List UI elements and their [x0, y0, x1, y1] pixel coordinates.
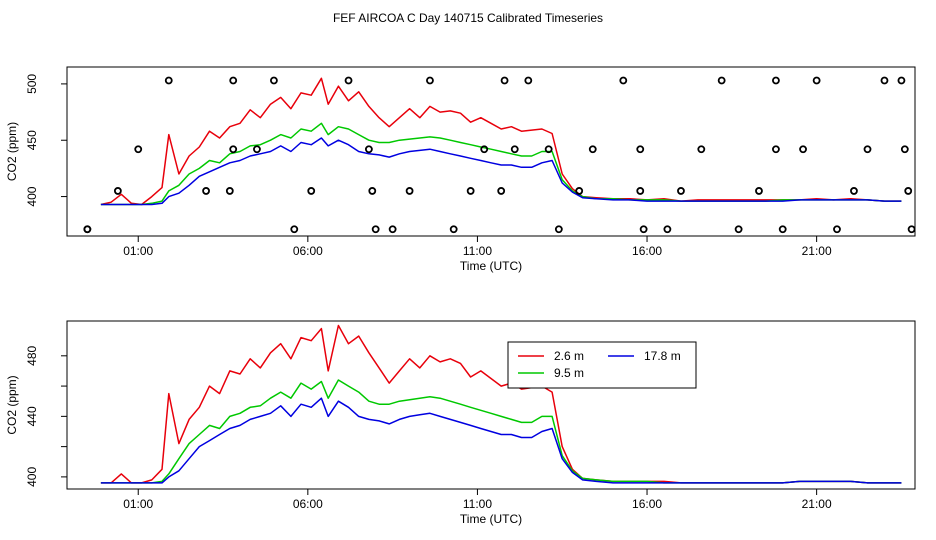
calibration-marker: [497, 187, 506, 195]
legend-label: 9.5 m: [554, 366, 584, 380]
calibration-marker: [575, 187, 584, 195]
figure-title: FEF AIRCOA C Day 140715 Calibrated Times…: [333, 11, 603, 25]
calibration-marker: [368, 187, 377, 195]
calibration-marker: [734, 225, 743, 234]
calibration-marker: [290, 225, 299, 234]
y-tick-label: 450: [25, 130, 39, 150]
x-tick-label: 11:00: [463, 497, 492, 511]
series-line-9-5-m: [100, 379, 902, 484]
calibration-marker: [554, 225, 563, 234]
calibration-marker: [897, 76, 906, 85]
calibration-marker: [405, 187, 414, 195]
calibration-marker: [880, 76, 889, 85]
panel-top: 01:00 06:00 11:00 16:00 21:00 400 450 500 Time (…: [5, 66, 916, 273]
calibration-marker: [229, 145, 238, 154]
calibration-marker: [83, 225, 92, 234]
calibration-marker: [677, 187, 685, 195]
calibration-marker: [164, 76, 173, 85]
calibration-marker: [225, 187, 234, 195]
y-tick-label: 500: [25, 74, 39, 94]
calibration-marker: [812, 76, 821, 85]
calibration-marker: [134, 145, 143, 154]
legend-label: 2.6 m: [554, 349, 584, 363]
y-tick-label: 480: [25, 345, 39, 365]
calibration-marker: [466, 187, 475, 195]
calibration-marker: [388, 225, 397, 234]
x-tick-label: 06:00: [293, 497, 323, 511]
calibration-marker: [588, 145, 597, 154]
legend-box: [507, 341, 697, 389]
y-axis-label: CO2 (ppm): [5, 122, 19, 181]
calibration-marker: [510, 145, 519, 154]
x-axis-label: Time (UTC): [460, 259, 522, 273]
x-axis-label: Time (UTC): [460, 512, 522, 526]
calibration-marker: [778, 225, 787, 234]
calibration-marker: [371, 225, 380, 234]
calibration-marker: [449, 225, 458, 234]
calibration-marker: [639, 225, 648, 234]
x-tick-label: 21:00: [802, 244, 832, 258]
calibration-marker: [113, 187, 122, 195]
calibration-marker: [772, 76, 780, 85]
calibration-marker: [717, 76, 726, 85]
y-tick-label: 400: [25, 467, 39, 487]
series-line-2-6-m: [100, 324, 902, 484]
x-tick-label: 06:00: [293, 244, 323, 258]
calibration-marker: [344, 76, 353, 85]
x-tick-label: 01:00: [123, 244, 153, 258]
y-tick-label: 400: [25, 186, 39, 206]
x-tick-label: 01:00: [123, 497, 153, 511]
calibration-marker: [755, 187, 763, 195]
calibration-marker: [202, 187, 210, 195]
calibration-marker: [697, 145, 706, 154]
x-tick-label: 11:00: [463, 244, 492, 258]
calibration-marker: [229, 76, 238, 85]
calibration-marker: [799, 145, 807, 154]
calibration-marker: [663, 225, 672, 234]
y-axis-label: CO2 (ppm): [5, 375, 19, 434]
calibration-marker: [907, 225, 916, 234]
calibration-marker: [307, 187, 316, 195]
series-line-2-6-m: [100, 77, 902, 206]
calibration-marker: [480, 145, 489, 154]
calibration-marker: [426, 76, 434, 85]
calibration-marker: [253, 145, 261, 154]
calibration-marker: [863, 145, 872, 154]
x-tick-label: 16:00: [632, 244, 662, 258]
calibration-marker: [364, 145, 373, 154]
panel-bottom: 01:00 06:00 11:00 16:00 21:00 400 440 480 Time (…: [5, 320, 916, 526]
y-tick-label: 440: [25, 406, 39, 426]
x-tick-label: 16:00: [632, 497, 662, 511]
legend-label: 17.8 m: [644, 349, 681, 363]
calibration-marker: [833, 225, 841, 234]
series-line-17-8-m: [100, 397, 902, 484]
calibration-marker: [270, 76, 278, 85]
calibration-marker: [900, 145, 909, 154]
plot-frame: [66, 320, 916, 490]
calibration-marker: [636, 187, 645, 195]
calibration-marker: [904, 187, 913, 195]
calibration-marker: [636, 145, 645, 154]
calibration-marker: [772, 145, 780, 154]
calibration-marker: [524, 76, 533, 85]
calibration-marker: [619, 76, 628, 85]
calibration-marker: [544, 145, 553, 154]
plot-frame: [66, 66, 916, 237]
calibration-marker: [850, 187, 858, 195]
calibration-marker: [500, 76, 509, 85]
series-line-17-8-m: [100, 137, 902, 206]
x-tick-label: 21:00: [802, 497, 832, 511]
